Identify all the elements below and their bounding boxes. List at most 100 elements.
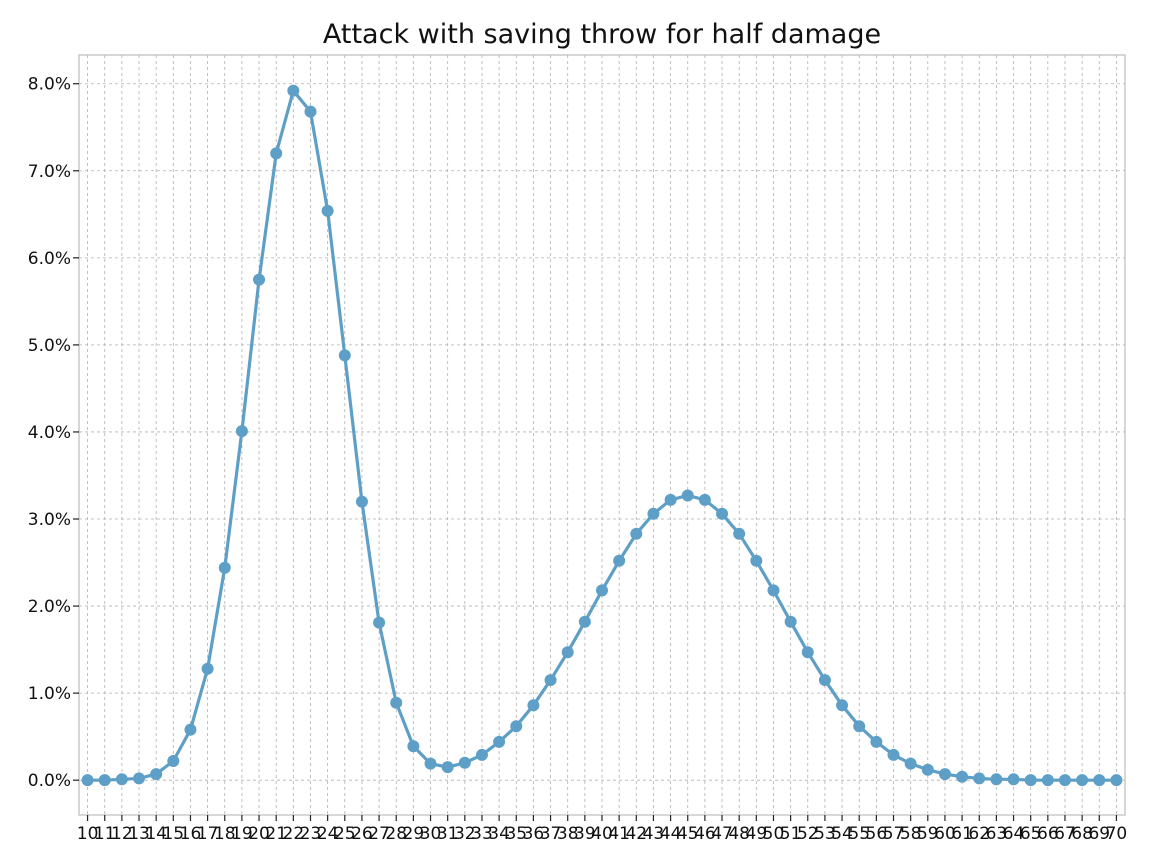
x-tick-label: 57	[883, 824, 905, 844]
x-tick-label: 14	[145, 824, 167, 844]
data-point	[167, 755, 180, 768]
x-tick-label: 53	[814, 824, 836, 844]
x-tick-label: 15	[162, 824, 184, 844]
data-point	[1093, 774, 1106, 787]
x-tick-label: 25	[334, 824, 356, 844]
x-tick-label: 22	[283, 824, 305, 844]
x-tick-label: 37	[540, 824, 562, 844]
x-tick-label: 69	[1088, 824, 1110, 844]
x-tick-label: 66	[1037, 824, 1059, 844]
x-tick-label: 50	[763, 824, 785, 844]
data-point	[218, 561, 231, 574]
data-point	[818, 674, 831, 687]
data-point	[407, 740, 420, 753]
data-point	[613, 554, 626, 567]
data-point	[475, 748, 488, 761]
x-tick-label: 65	[1020, 824, 1042, 844]
x-tick-label: 56	[866, 824, 888, 844]
chart-title: Attack with saving throw for half damage	[323, 19, 881, 50]
x-tick-label: 70	[1106, 824, 1128, 844]
data-point	[921, 763, 934, 776]
data-point	[424, 757, 437, 770]
data-point	[990, 773, 1003, 786]
data-point	[441, 761, 454, 774]
data-point	[235, 425, 248, 438]
y-tick-label: 1.0%	[28, 684, 71, 704]
x-tick-label: 23	[300, 824, 322, 844]
data-point	[853, 720, 866, 733]
x-tick-label: 45	[677, 824, 699, 844]
data-point	[956, 770, 969, 783]
x-tick-label: 54	[831, 824, 853, 844]
x-tick-label: 52	[797, 824, 819, 844]
data-point	[698, 493, 711, 506]
data-point	[750, 554, 763, 567]
y-axis: 0.0% 1.0% 2.0% 3.0% 4.0% 5.0% 6.0% 7.0% 8.0%	[28, 75, 79, 791]
data-point	[938, 768, 951, 781]
data-point	[355, 495, 368, 508]
data-point	[81, 774, 94, 787]
data-point	[338, 349, 351, 362]
data-point	[390, 696, 403, 709]
x-tick-label: 20	[248, 824, 270, 844]
x-tick-label: 24	[317, 824, 339, 844]
data-point	[527, 699, 540, 712]
x-tick-label: 58	[900, 824, 922, 844]
x-tick-label: 30	[420, 824, 442, 844]
data-point	[681, 489, 694, 502]
x-tick-label: 17	[197, 824, 219, 844]
x-tick-label: 28	[385, 824, 407, 844]
x-axis: 1011121314151617181920212223242526272829…	[77, 815, 1127, 844]
data-point	[767, 584, 780, 597]
x-tick-label: 68	[1071, 824, 1093, 844]
x-tick-label: 33	[471, 824, 493, 844]
y-tick-label: 4.0%	[28, 423, 71, 443]
data-point	[201, 662, 214, 675]
x-tick-label: 44	[660, 824, 682, 844]
x-tick-label: 43	[643, 824, 665, 844]
x-tick-label: 16	[180, 824, 202, 844]
data-point	[321, 204, 334, 217]
data-point	[304, 105, 317, 118]
data-point	[253, 273, 266, 286]
x-tick-label: 49	[746, 824, 768, 844]
x-tick-label: 10	[77, 824, 99, 844]
data-point	[836, 699, 849, 712]
y-tick-label: 2.0%	[28, 597, 71, 617]
y-tick-label: 3.0%	[28, 510, 71, 530]
x-tick-label: 34	[488, 824, 510, 844]
data-point	[510, 720, 523, 733]
data-point	[733, 527, 746, 540]
x-tick-label: 27	[368, 824, 390, 844]
x-tick-label: 64	[1003, 824, 1025, 844]
data-point	[647, 507, 660, 520]
data-point	[887, 748, 900, 761]
data-point	[493, 735, 506, 748]
x-tick-label: 47	[711, 824, 733, 844]
y-tick-label: 6.0%	[28, 249, 71, 269]
data-point	[133, 772, 146, 785]
y-tick-label: 0.0%	[28, 771, 71, 791]
x-tick-label: 67	[1054, 824, 1076, 844]
data-point	[1058, 774, 1071, 787]
x-tick-label: 29	[403, 824, 425, 844]
x-tick-label: 48	[728, 824, 750, 844]
x-tick-label: 40	[591, 824, 613, 844]
data-point	[596, 584, 608, 597]
x-tick-label: 46	[694, 824, 716, 844]
data-point	[630, 527, 643, 540]
data-point	[287, 84, 300, 97]
x-tick-label: 21	[265, 824, 287, 844]
data-point	[1024, 774, 1037, 787]
data-point	[973, 772, 986, 785]
data-point	[458, 756, 471, 769]
data-point	[561, 646, 574, 659]
x-tick-label: 63	[986, 824, 1008, 844]
y-tick-label: 7.0%	[28, 162, 71, 182]
data-point	[1110, 774, 1123, 787]
x-tick-label: 38	[557, 824, 579, 844]
x-tick-label: 42	[625, 824, 647, 844]
x-tick-label: 35	[505, 824, 527, 844]
